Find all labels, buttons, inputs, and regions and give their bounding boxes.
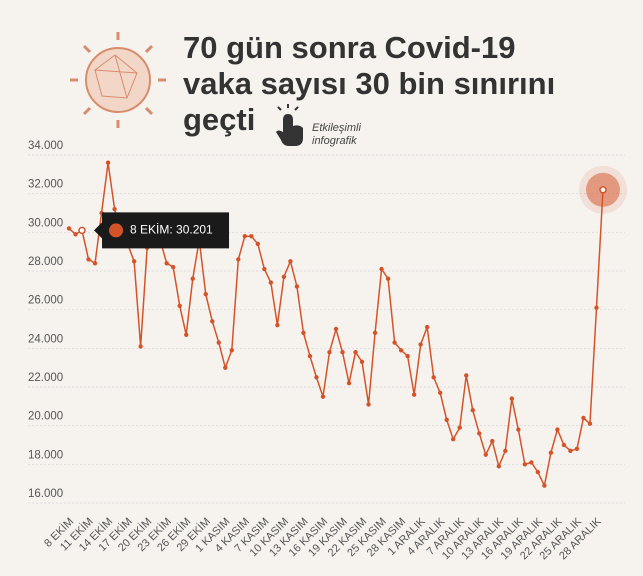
point [105,160,111,165]
y-tick-label: 32.000 [28,179,63,191]
point [418,342,423,347]
point [268,280,274,285]
point [594,305,599,310]
point [529,460,534,465]
point [236,257,241,262]
point [294,284,300,289]
point [490,438,495,444]
point [405,353,410,359]
point [170,264,176,270]
point [275,322,280,328]
point [385,276,391,281]
point [229,348,235,353]
point [112,206,117,212]
point [78,226,86,235]
y-tick-label: 24.000 [28,333,63,345]
point [301,330,306,336]
line [68,162,604,488]
point [138,344,143,349]
tooltip-swatch [109,223,124,238]
point [379,266,384,272]
point [437,390,443,395]
point [320,394,326,399]
y-tick-label: 34.000 [28,140,63,152]
point [92,261,98,266]
point [522,462,528,467]
point [223,365,228,370]
point [288,259,293,264]
point [346,380,352,386]
point [372,330,378,336]
point [190,276,195,281]
point [581,415,586,421]
point [340,350,345,355]
y-tick-label: 30.000 [28,217,63,229]
point [477,431,482,436]
point [307,353,313,359]
y-tick-label: 22.000 [28,372,63,384]
point [599,186,607,194]
y-tick-label: 16.000 [28,488,63,500]
point [210,319,215,324]
point [242,234,248,239]
point [424,324,430,330]
point [555,427,560,432]
point [574,446,580,452]
point [451,437,456,442]
point [496,464,502,469]
point [249,234,254,239]
virus-icon [70,32,166,128]
point [255,241,261,247]
point [184,332,189,337]
point [262,266,267,272]
point [535,469,541,475]
point [431,375,436,380]
y-tick-label: 18.000 [28,449,63,461]
point [314,375,319,380]
point [457,425,462,430]
y-tick-label: 28.000 [28,256,63,268]
point [392,340,397,345]
point [164,261,169,266]
point [359,359,365,365]
point [177,303,182,308]
point [587,421,593,426]
point [398,348,404,353]
point [548,450,554,455]
point [509,396,515,401]
point [216,340,221,345]
point [86,257,91,262]
point [131,259,137,264]
chart-title: 70 gün sonra Covid-19 vaka sayısı 30 bin… [183,30,556,137]
point [516,427,521,432]
tooltip: 8 EKİM: 30.201 [130,223,213,237]
point [464,373,469,378]
point [66,226,72,231]
y-tick-label: 20.000 [28,411,63,423]
tooltip-box [94,212,230,249]
point [203,292,208,297]
hand-icon [276,104,303,146]
point [327,350,332,355]
point [73,232,78,237]
point [561,442,567,448]
point [470,408,475,413]
point [366,402,371,407]
point [542,483,547,488]
point [444,417,449,423]
subtitle: Etkileşimli infografik [312,122,361,147]
point [568,448,573,453]
point [333,326,339,332]
point [483,452,488,457]
point [353,350,358,355]
y-tick-label: 26.000 [28,295,63,307]
point [411,392,417,397]
point [281,274,287,279]
point [503,448,508,453]
